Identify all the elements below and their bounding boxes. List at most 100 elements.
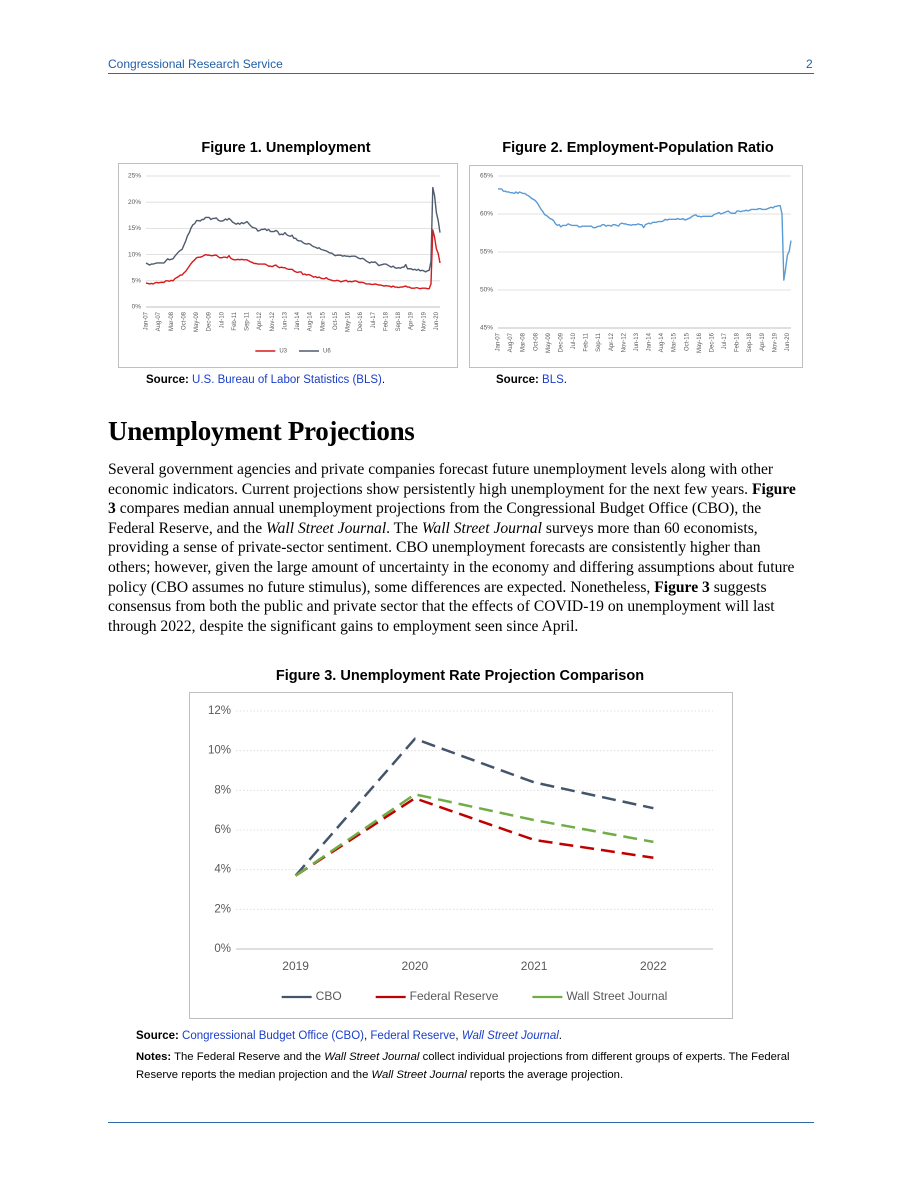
- source-link[interactable]: Federal Reserve: [370, 1030, 456, 1042]
- legend-label: U6: [323, 349, 331, 355]
- figure-title: Figure 1. Unemployment: [201, 140, 371, 156]
- x-tick-label: May-16: [697, 332, 703, 353]
- x-tick-label: Aug-14: [659, 332, 665, 352]
- figure-title: Figure 2. Employment-Population Ratio: [502, 140, 774, 156]
- x-tick-label: Dec-16: [358, 311, 364, 331]
- text: suggests consensus from both the public …: [108, 578, 775, 635]
- source-link[interactable]: Wall Street Journal: [461, 1030, 559, 1042]
- y-tick-label: 0%: [132, 304, 142, 311]
- x-tick-label: Nov-12: [621, 332, 627, 352]
- x-tick-label: Jul-17: [722, 332, 728, 349]
- x-tick-label: Mar-08: [169, 311, 175, 331]
- series-line: [498, 188, 792, 281]
- x-tick-label: Feb-18: [383, 311, 389, 331]
- x-tick-label: Sep-11: [596, 332, 602, 352]
- x-tick-label: Nov-19: [772, 332, 778, 352]
- italic: Wall Street Journal: [324, 1051, 420, 1063]
- x-tick-label: Nov-19: [421, 311, 427, 331]
- x-tick-label: 2020: [402, 959, 429, 973]
- figure-title: Figure 3. Unemployment Rate Projection C…: [275, 668, 645, 684]
- series-line: [294, 797, 654, 877]
- text: surveys more than 60 economists, providi…: [108, 519, 795, 596]
- legend-label: Wall Street Journal: [566, 989, 667, 1003]
- y-tick-label: 50%: [480, 287, 493, 294]
- x-tick-label: Apr-19: [760, 332, 766, 351]
- x-tick-label: 2022: [640, 959, 667, 973]
- y-tick-label: 25%: [128, 173, 141, 180]
- chart: 0% 2% 4% 6% 8% 10% 12% 2019 2020 2021 2022 CBO Feder…: [189, 692, 733, 1019]
- legend-label: Federal Reserve: [410, 989, 499, 1003]
- x-tick-label: May-09: [194, 311, 200, 332]
- x-tick-label: Jul-10: [219, 311, 225, 328]
- punct: .: [558, 1030, 562, 1042]
- x-tick-label: Sep-11: [245, 311, 251, 331]
- x-tick-label: Jan-07: [496, 332, 502, 351]
- source-link[interactable]: BLS: [542, 374, 564, 386]
- source-link[interactable]: Congressional Budget Office (CBO): [182, 1030, 364, 1042]
- x-tick-label: Jan-14: [647, 332, 653, 351]
- x-tick-label: Jan-14: [295, 311, 301, 330]
- italic: Wall Street Journal: [266, 519, 387, 537]
- x-tick-label: Mar-08: [521, 332, 527, 352]
- x-tick-label: Dec-16: [709, 332, 715, 352]
- x-tick-label: Aug-14: [308, 311, 314, 331]
- chart-border: [469, 165, 803, 368]
- legend-label: CBO: [316, 989, 342, 1003]
- source: Source: BLS.: [496, 374, 567, 386]
- x-tick-label: Jan-07: [144, 311, 150, 330]
- x-tick-label: Apr-12: [257, 311, 263, 330]
- x-tick-label: 2019: [282, 959, 309, 973]
- series-line: [145, 186, 441, 273]
- x-tick-label: Dec-09: [207, 311, 213, 331]
- x-tick-label: Dec-09: [558, 332, 564, 352]
- notes-label: Notes:: [136, 1051, 172, 1063]
- punct: .: [563, 374, 567, 386]
- y-tick-label: 20%: [128, 199, 141, 206]
- x-tick-label: Apr-12: [609, 332, 615, 351]
- x-tick-label: Mar-15: [672, 332, 678, 352]
- legend-label: U3: [279, 349, 287, 355]
- x-tick-label: May-09: [546, 332, 552, 353]
- text: Several government agencies and private …: [108, 461, 774, 498]
- y-tick-label: 0%: [214, 943, 231, 955]
- y-tick-label: 60%: [480, 211, 493, 218]
- source-link[interactable]: U.S. Bureau of Labor Statistics (BLS): [192, 374, 382, 386]
- x-tick-label: Sep-18: [396, 311, 402, 331]
- x-tick-label: Aug-07: [508, 332, 514, 352]
- y-tick-label: 2%: [214, 903, 231, 915]
- text: The Federal Reserve and the: [174, 1051, 322, 1063]
- x-tick-label: Jul-10: [571, 332, 577, 349]
- chart: 45% 50% 55% 60% 65% Jan-07 Aug-07 Mar-08 Oct-08 M…: [469, 165, 803, 368]
- text: collect individual projections from diff…: [136, 1051, 790, 1081]
- chart: 0% 5% 10% 15% 20% 25% Jan-07 Aug-07 Mar-08 Oct-08…: [118, 163, 458, 368]
- y-tick-label: 8%: [214, 784, 231, 796]
- punct: ,: [364, 1030, 368, 1042]
- text: . The: [386, 519, 418, 537]
- x-tick-label: Jun-13: [634, 332, 640, 351]
- text: compares median annual unemployment proj…: [108, 500, 762, 537]
- source-label: Source:: [146, 374, 189, 386]
- punct: .: [381, 374, 386, 386]
- y-tick-label: 6%: [214, 824, 231, 836]
- x-tick-label: Jun-13: [282, 311, 288, 330]
- x-tick-label: Mar-15: [320, 311, 326, 331]
- header-rule: [108, 73, 814, 74]
- footer-rule: [108, 1122, 814, 1123]
- italic: Wall Street Journal: [371, 1069, 467, 1081]
- series-line: [294, 737, 654, 877]
- notes: Notes: The Federal Reserve and the Wall …: [136, 1048, 816, 1084]
- x-tick-label: Oct-15: [333, 311, 339, 330]
- x-tick-label: May-16: [346, 311, 352, 332]
- x-tick-label: Jun-20: [434, 311, 440, 330]
- source: Source: Congressional Budget Office (CBO…: [136, 1030, 562, 1042]
- x-tick-label: Feb-18: [735, 332, 741, 352]
- x-tick-label: 2021: [521, 959, 548, 973]
- y-tick-label: 55%: [480, 249, 493, 256]
- y-tick-label: 45%: [480, 325, 493, 332]
- source-label: Source:: [496, 374, 539, 386]
- source: Source: U.S. Bureau of Labor Statistics …: [146, 374, 385, 386]
- y-tick-label: 10%: [128, 251, 141, 258]
- publisher: Congressional Research Service: [108, 57, 283, 71]
- y-tick-label: 5%: [132, 278, 142, 285]
